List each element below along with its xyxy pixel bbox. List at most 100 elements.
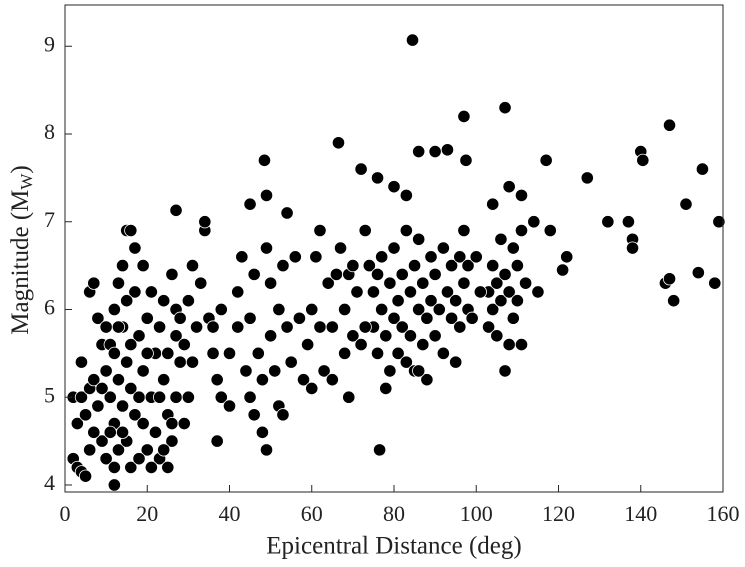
- point: [412, 144, 426, 159]
- point: [87, 276, 101, 290]
- point: [498, 267, 512, 281]
- point: [469, 250, 483, 264]
- point: [338, 346, 352, 360]
- point: [70, 416, 84, 431]
- point: [514, 337, 529, 352]
- point: [440, 143, 455, 157]
- point: [169, 203, 183, 217]
- point: [444, 259, 459, 273]
- point: [601, 215, 615, 229]
- point: [231, 285, 245, 299]
- point: [453, 320, 467, 334]
- point: [490, 329, 504, 343]
- point: [111, 320, 126, 334]
- point: [107, 346, 121, 360]
- point: [157, 294, 171, 308]
- point: [399, 223, 413, 238]
- point: [662, 272, 677, 286]
- point: [206, 320, 220, 334]
- point: [313, 223, 327, 238]
- point: [362, 259, 376, 273]
- point: [259, 188, 274, 203]
- x-tick-label: 40: [219, 501, 241, 526]
- point: [136, 259, 150, 273]
- point: [436, 241, 450, 255]
- point: [473, 285, 487, 299]
- point: [280, 320, 294, 334]
- point: [177, 416, 191, 431]
- point: [333, 241, 348, 255]
- point: [486, 302, 500, 317]
- point: [486, 197, 500, 211]
- point: [247, 408, 261, 422]
- point: [309, 250, 323, 264]
- point: [331, 136, 346, 150]
- point: [251, 346, 265, 360]
- point: [387, 241, 401, 255]
- point: [243, 311, 257, 325]
- point: [91, 399, 105, 413]
- point: [416, 276, 430, 290]
- point: [173, 355, 187, 369]
- point: [354, 337, 368, 352]
- point: [662, 118, 677, 132]
- point: [391, 294, 405, 308]
- point: [461, 259, 475, 273]
- point: [506, 311, 520, 325]
- y-tick-label: 4: [44, 470, 55, 495]
- point: [78, 408, 93, 422]
- point: [440, 285, 455, 299]
- point: [366, 285, 381, 299]
- point: [416, 337, 430, 352]
- point: [103, 425, 117, 439]
- point: [111, 373, 126, 387]
- point: [120, 355, 134, 369]
- point: [144, 285, 158, 299]
- point: [259, 443, 274, 457]
- point: [580, 171, 594, 185]
- point: [214, 390, 228, 404]
- point: [136, 364, 150, 378]
- point: [539, 153, 553, 167]
- point: [636, 153, 650, 167]
- x-tick-label: 120: [542, 501, 575, 526]
- point: [181, 390, 195, 404]
- point: [459, 153, 473, 167]
- point: [206, 346, 220, 360]
- point: [247, 267, 261, 281]
- point: [257, 153, 272, 167]
- point: [235, 250, 249, 264]
- point: [712, 215, 726, 229]
- point: [169, 329, 183, 343]
- point: [412, 364, 426, 378]
- y-tick-label: 7: [44, 207, 55, 232]
- point: [457, 109, 471, 124]
- point: [132, 329, 146, 343]
- point: [383, 276, 397, 290]
- point: [395, 267, 409, 281]
- point: [527, 215, 541, 229]
- point: [132, 452, 146, 466]
- x-tick-label: 80: [383, 501, 405, 526]
- y-tick-label: 9: [44, 31, 55, 56]
- x-tick-label: 100: [460, 501, 493, 526]
- x-tick-label: 0: [60, 501, 71, 526]
- point: [107, 460, 121, 475]
- point: [428, 329, 442, 343]
- point: [405, 33, 420, 47]
- point: [198, 215, 212, 229]
- y-tick-label: 6: [44, 295, 55, 320]
- x-tick-label: 160: [707, 501, 740, 526]
- point: [243, 390, 257, 404]
- point: [124, 223, 138, 238]
- point: [346, 329, 360, 343]
- point: [111, 443, 126, 457]
- point: [375, 302, 389, 317]
- point: [399, 355, 413, 369]
- point: [498, 364, 512, 378]
- point: [621, 215, 636, 229]
- point: [428, 267, 442, 281]
- point: [95, 434, 109, 448]
- point: [239, 364, 253, 378]
- point: [449, 294, 463, 308]
